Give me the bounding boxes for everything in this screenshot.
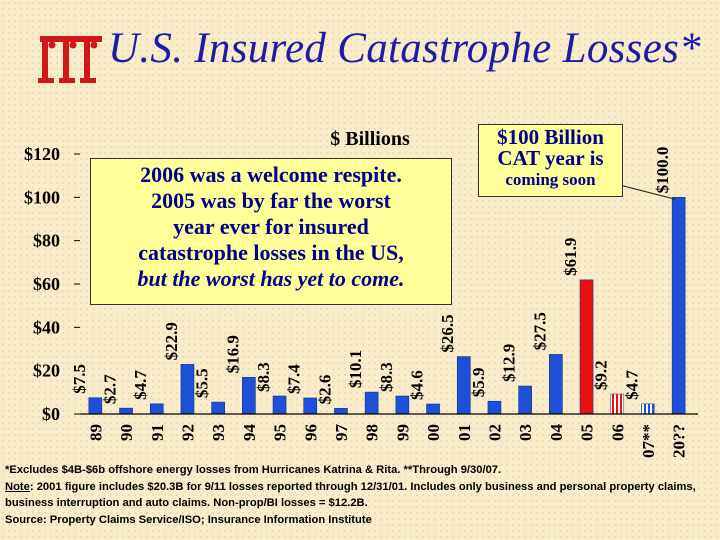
x-tick-label-99: 99: [393, 424, 412, 441]
iii-logo-icon: [38, 36, 102, 83]
bar-07**: [641, 403, 655, 415]
data-label-92: $22.9: [162, 322, 181, 360]
data-label-07**: $4.7: [622, 370, 641, 400]
data-label-90: $2.7: [101, 374, 120, 404]
data-label-00: $4.6: [408, 370, 427, 400]
bar-02: [487, 400, 502, 415]
x-tick-label-06: 06: [608, 424, 627, 441]
y-tick-label: $40: [33, 317, 60, 337]
x-tick-label-92: 92: [178, 424, 197, 441]
y-tick-label: $80: [33, 231, 60, 251]
callout-right-line-1: $100 Billion: [497, 125, 604, 149]
data-label-01: $26.5: [438, 314, 457, 352]
x-axis: 89 90 91 92 93 94 95 96 97 98 99 00 01 02 03 04 05 06 07**…: [80, 413, 698, 458]
footnote-exclusions: *Excludes $4B-$6b offshore energy losses…: [5, 464, 502, 476]
callout-line-3: year ever for insured: [173, 214, 369, 239]
callout-right-line-3: coming soon: [505, 170, 596, 189]
note-label: Note: [5, 480, 30, 493]
x-tick-label-94: 94: [240, 424, 259, 442]
bar-95: [272, 395, 287, 415]
x-tick-label-96: 96: [301, 424, 320, 441]
data-label-89: $7.5: [70, 364, 89, 394]
x-tick-label-93: 93: [209, 424, 228, 441]
note-text: : 2001 figure includes $20.3B for 9/11 l…: [5, 480, 696, 510]
bars: $7.5 $2.7 $4.7 $22.9 $5.5 $16.9 $8.3 $7.4 $2.6 $1…: [70, 147, 686, 415]
data-label-96: $7.4: [285, 364, 304, 394]
x-tick-label-89: 89: [86, 424, 105, 441]
data-label-04: $27.5: [530, 312, 549, 350]
x-tick-label-07**: 07**: [639, 424, 658, 458]
y-tick-label: $20: [33, 361, 60, 381]
x-tick-label-02: 02: [485, 424, 504, 441]
bar-90: [119, 407, 133, 415]
x-tick-label-01: 01: [455, 424, 474, 441]
x-tick-label-00: 00: [424, 424, 443, 441]
callout-line-2: 2005 was by far the worst: [151, 188, 391, 213]
page-title: U.S. Insured Catastrophe Losses*: [108, 25, 701, 72]
footnote-source: Source: Property Claims Service/ISO; Ins…: [5, 513, 372, 526]
y-tick-label: $0: [42, 404, 60, 424]
bar-03: [518, 385, 532, 415]
data-label-05: $61.9: [561, 238, 580, 276]
bar-91: [149, 403, 164, 415]
y-tick-label: $120: [24, 144, 60, 164]
x-tick-label-98: 98: [363, 424, 382, 441]
x-tick-label-03: 03: [516, 424, 535, 441]
data-label-03: $12.9: [500, 344, 519, 382]
data-label-99: $8.3: [377, 362, 396, 392]
callout-line-5: but the worst has yet to come.: [137, 266, 405, 291]
callout-line-4: catastrophe losses in the US,: [138, 240, 404, 265]
data-label-98: $10.1: [346, 350, 365, 388]
footnote-note: Note: 2001 figure includes $20.3B for 9/…: [5, 479, 717, 512]
data-label-97: $2.6: [315, 375, 334, 405]
data-label-91: $4.7: [131, 370, 150, 400]
bar-97: [334, 408, 348, 415]
y-tick-label: $100: [24, 187, 60, 207]
data-label-94: $16.9: [223, 335, 242, 373]
y-axis-unit-label: $ Billions: [330, 128, 410, 150]
data-label-06: $9.2: [592, 360, 611, 390]
x-tick-label-95: 95: [271, 424, 290, 441]
x-tick-label-91: 91: [148, 424, 167, 441]
y-tick-label: $60: [33, 274, 60, 294]
bar-05: [579, 279, 594, 415]
respite-callout-box: 2006 was a welcome respite. 2005 was by …: [90, 158, 452, 305]
x-tick-label-05: 05: [578, 424, 597, 441]
data-label-95: $8.3: [254, 362, 273, 392]
bar-04: [549, 354, 563, 415]
x-tick-label-04: 04: [547, 424, 566, 442]
callout-line-1: 2006 was a welcome respite.: [140, 162, 402, 187]
x-tick-label-90: 90: [117, 424, 136, 441]
bar-93: [211, 401, 225, 415]
bar-00: [426, 403, 440, 415]
bar-98: [364, 391, 379, 415]
data-label-02: $5.9: [469, 367, 488, 397]
bar-20??: [671, 197, 686, 415]
x-tick-label-20??: 20??: [670, 424, 689, 458]
data-label-93: $5.5: [193, 368, 212, 398]
data-label-20??: $100.0: [653, 147, 672, 194]
y-axis: $0 $20 $40 $60 $80 $100 $120: [24, 144, 80, 424]
x-tick-label-97: 97: [332, 424, 351, 442]
billion-cat-callout-box: $100 Billion CAT year is coming soon: [478, 124, 623, 197]
callout-right-line-2: CAT year is: [497, 146, 604, 170]
footnotes: *Excludes $4B-$6b offshore energy losses…: [5, 462, 717, 528]
